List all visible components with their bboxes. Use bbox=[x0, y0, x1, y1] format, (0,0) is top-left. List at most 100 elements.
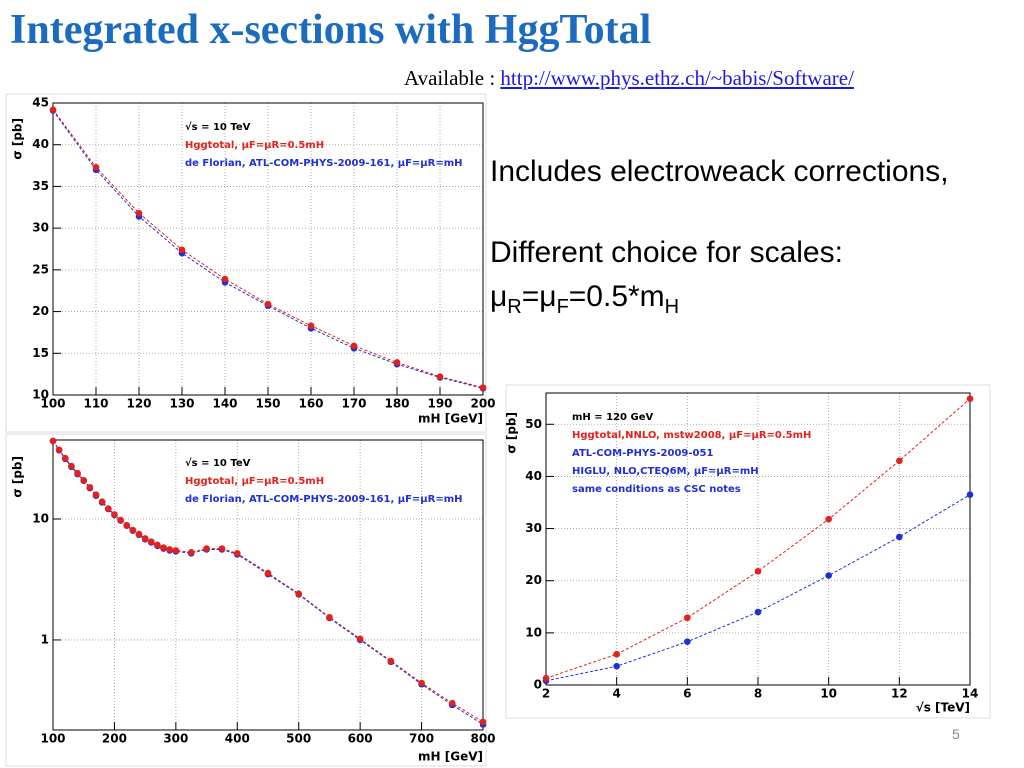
x-tick-label: 700 bbox=[409, 732, 434, 746]
data-point bbox=[187, 549, 195, 556]
y-axis-label: σ [pb] bbox=[11, 456, 25, 498]
legend-entry: Hggtotal, μF=μR=0.5mH bbox=[185, 140, 324, 151]
y-tick-label: 10 bbox=[32, 388, 49, 402]
x-tick-label: 500 bbox=[286, 732, 311, 746]
data-point bbox=[218, 545, 226, 552]
y-tick-label: 50 bbox=[525, 417, 542, 431]
legend-entry: Hggtotal,NNLO, mstw2008, μF=μR=0.5mH bbox=[572, 430, 811, 441]
y-tick-label: 0 bbox=[534, 678, 542, 692]
y-axis-label: σ [pb] bbox=[11, 118, 25, 160]
bullet: Different choice for scales: bbox=[490, 236, 843, 269]
data-point bbox=[966, 491, 974, 498]
data-point bbox=[436, 373, 444, 380]
legend-entry: de Florian, ATL-COM-PHYS-2009-161, μF=μR… bbox=[185, 494, 463, 505]
y-tick-label: 45 bbox=[32, 96, 49, 110]
data-point bbox=[123, 521, 131, 529]
y-tick-label: 10 bbox=[32, 511, 49, 525]
data-point bbox=[418, 679, 425, 687]
x-axis-label: √s [TeV] bbox=[916, 701, 970, 715]
data-point bbox=[98, 498, 106, 506]
data-point bbox=[479, 718, 487, 726]
data-point bbox=[68, 462, 75, 470]
x-tick-label: 800 bbox=[470, 732, 495, 746]
formula-part: =0.5*m bbox=[568, 280, 665, 313]
data-point bbox=[154, 541, 161, 549]
x-tick-label: 2 bbox=[542, 687, 550, 701]
data-point bbox=[387, 657, 395, 665]
chart-background bbox=[5, 93, 487, 433]
x-tick-label: 130 bbox=[169, 397, 194, 411]
y-tick-label: 40 bbox=[32, 137, 49, 151]
x-tick-label: 110 bbox=[83, 397, 108, 411]
formula-part: μ bbox=[490, 280, 508, 313]
formula-sub: H bbox=[664, 296, 680, 318]
x-tick-label: 600 bbox=[348, 732, 373, 746]
x-axis-label: mH [GeV] bbox=[418, 750, 483, 764]
data-point bbox=[178, 246, 186, 254]
legend-entry: ATL-COM-PHYS-2009-051 bbox=[572, 448, 713, 459]
x-tick-label: 170 bbox=[341, 397, 366, 411]
x-tick-label: 14 bbox=[962, 687, 979, 701]
legend-entry: de Florian, ATL-COM-PHYS-2009-161, μF=μR… bbox=[185, 158, 463, 169]
data-point bbox=[754, 608, 762, 616]
data-point bbox=[221, 275, 229, 283]
data-point bbox=[448, 699, 456, 707]
formula-sub: R bbox=[507, 296, 522, 318]
availability: Available : http://www.phys.ethz.ch/~bab… bbox=[404, 66, 854, 91]
y-tick-label: 20 bbox=[32, 304, 49, 318]
data-point bbox=[61, 454, 69, 462]
legend-entry: HIGLU, NLO,CTEQ6M, μF=μR=mH bbox=[572, 466, 759, 477]
data-point bbox=[613, 662, 620, 670]
plot-frame bbox=[52, 102, 484, 396]
data-point bbox=[684, 614, 691, 622]
data-point bbox=[754, 568, 762, 575]
formula: μR=μF=0.5*mH bbox=[490, 280, 679, 319]
x-tick-label: 200 bbox=[470, 397, 495, 411]
data-point bbox=[147, 538, 155, 545]
y-tick-label: 25 bbox=[32, 262, 49, 276]
data-point bbox=[684, 638, 691, 646]
data-point bbox=[92, 163, 100, 171]
data-point bbox=[295, 590, 303, 598]
data-point bbox=[966, 395, 974, 403]
x-tick-label: 300 bbox=[163, 732, 188, 746]
data-point bbox=[479, 384, 487, 391]
data-point bbox=[264, 300, 272, 308]
data-point bbox=[141, 535, 149, 542]
data-point bbox=[203, 545, 210, 552]
data-point bbox=[55, 446, 63, 454]
plot-frame bbox=[52, 439, 484, 731]
data-point bbox=[74, 469, 81, 477]
data-point bbox=[307, 322, 315, 330]
software-link[interactable]: http://www.phys.ethz.ch/~babis/Software/ bbox=[500, 66, 854, 90]
legend-entry: same conditions as CSC notes bbox=[572, 484, 741, 495]
x-tick-label: 10 bbox=[820, 687, 837, 701]
data-point bbox=[542, 674, 550, 682]
x-tick-label: 100 bbox=[40, 397, 65, 411]
data-point bbox=[111, 511, 118, 518]
x-axis-label: mH [GeV] bbox=[418, 412, 483, 426]
page-number: 5 bbox=[952, 726, 960, 742]
available-label: Available : bbox=[404, 66, 496, 90]
data-point bbox=[825, 515, 832, 523]
x-tick-label: 4 bbox=[612, 687, 620, 701]
series-line bbox=[52, 110, 484, 389]
legend-entry: √s = 10 TeV bbox=[185, 457, 251, 469]
data-point bbox=[233, 550, 241, 557]
data-point bbox=[393, 359, 401, 366]
y-tick-label: 30 bbox=[32, 221, 49, 235]
x-tick-label: 190 bbox=[427, 397, 452, 411]
x-tick-label: 180 bbox=[384, 397, 409, 411]
y-tick-label: 40 bbox=[525, 469, 542, 483]
legend-entry: Hggtotal, μF=μR=0.5mH bbox=[185, 476, 324, 487]
legend-entry: √s = 10 TeV bbox=[185, 121, 251, 133]
chart-background bbox=[5, 433, 487, 767]
data-point bbox=[49, 437, 57, 445]
data-point bbox=[356, 635, 364, 643]
chart-background bbox=[505, 384, 991, 719]
x-tick-label: 140 bbox=[212, 397, 237, 411]
y-tick-label: 30 bbox=[525, 521, 542, 535]
data-point bbox=[80, 476, 88, 484]
plot-frame bbox=[545, 392, 971, 686]
